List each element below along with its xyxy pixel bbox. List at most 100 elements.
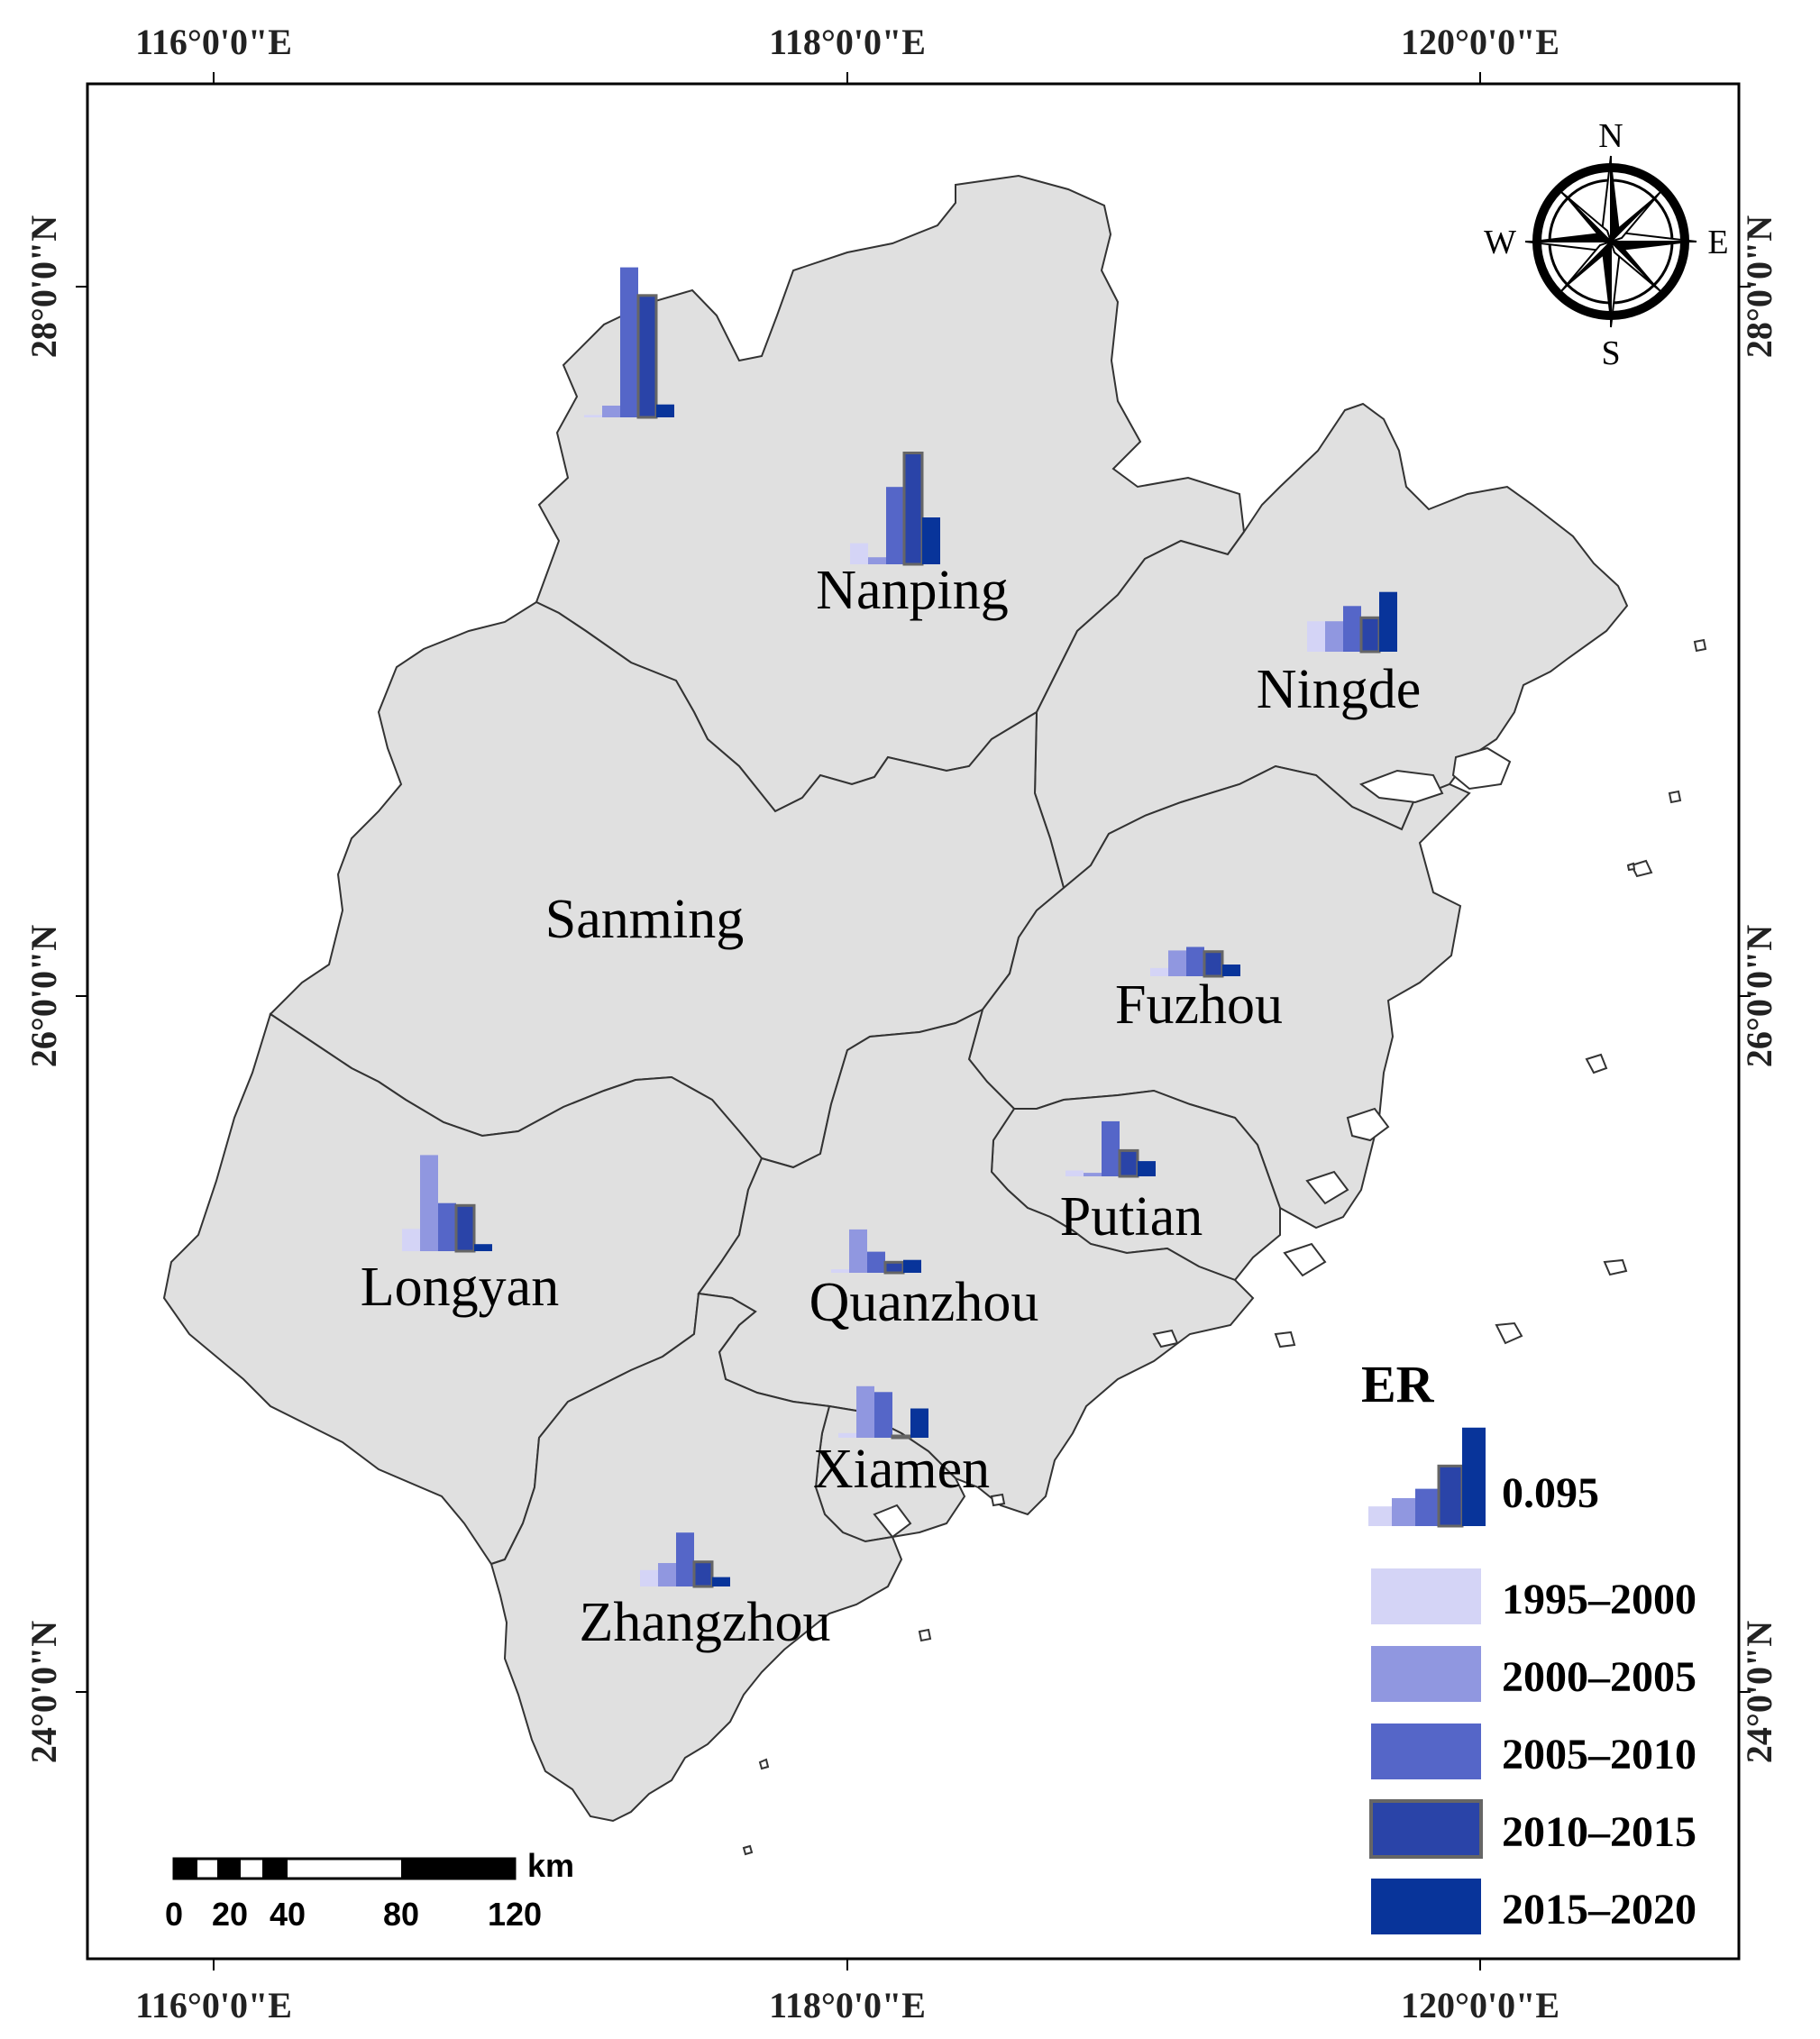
bar-fuzhou-3 — [1186, 946, 1204, 976]
bar-xiamen-1 — [838, 1432, 856, 1438]
bar-group-fuzhou — [1150, 946, 1240, 978]
city-label-zhangzhou: Zhangzhou — [580, 1592, 831, 1653]
legend-swatch-2 — [1371, 1646, 1481, 1702]
legend-ref-bar-4 — [1437, 1464, 1464, 1528]
legend-ref-bar-2 — [1392, 1497, 1415, 1526]
bar-ningde-1 — [1307, 621, 1325, 652]
left-lat-label-28: 28°0'0"N — [23, 215, 64, 358]
legend-swatch-5 — [1371, 1879, 1481, 1934]
legend-swatch-4 — [1369, 1799, 1483, 1859]
right-lat-label-24: 24°0'0"N — [1739, 1621, 1779, 1763]
city-label-fuzhou: Fuzhou — [1115, 974, 1283, 1036]
legend-period-4: 2010–2015 — [1502, 1808, 1697, 1856]
bar-ningde-4 — [1359, 616, 1381, 654]
compass-w: W — [1484, 224, 1516, 261]
bar-nanping-5 — [922, 517, 940, 564]
bar-fuzhou-5 — [1222, 965, 1240, 976]
bar-zhangzhou-1 — [640, 1569, 658, 1586]
top-lon-label-116: 116°0'0"E — [135, 22, 292, 62]
bar-sanming-5 — [656, 404, 674, 417]
legend-ref-bar-3 — [1415, 1488, 1439, 1526]
city-label-longyan: Longyan — [361, 1257, 559, 1318]
top-lon-label-120: 120°0'0"E — [1401, 22, 1559, 62]
bar-xiamen-2 — [856, 1385, 874, 1438]
bar-longyan-4 — [454, 1203, 476, 1253]
bottom-lon-label-116: 116°0'0"E — [135, 1985, 292, 2025]
bar-xiamen-4 — [891, 1434, 912, 1440]
legend-period-1: 1995–2000 — [1502, 1576, 1697, 1623]
bar-zhangzhou-5 — [712, 1577, 730, 1586]
bar-quanzhou-3 — [867, 1251, 885, 1273]
legend-ref-bar-1 — [1368, 1506, 1392, 1526]
compass-star — [1524, 155, 1697, 328]
scale-tick-20: 20 — [212, 1896, 248, 1933]
bar-zhangzhou-4 — [692, 1560, 714, 1588]
legend-swatches — [1369, 1568, 1483, 1934]
city-label-nanping: Nanping — [816, 560, 1009, 621]
bar-xiamen-5 — [910, 1408, 928, 1438]
legend-ref-bar-5 — [1462, 1427, 1486, 1526]
bar-zhangzhou-3 — [676, 1532, 694, 1586]
bar-nanping-2 — [868, 557, 886, 564]
bar-longyan-1 — [402, 1229, 420, 1251]
bar-sanming-2 — [602, 406, 620, 417]
bar-sanming-4 — [636, 294, 658, 419]
city-label-xiamen: Xiamen — [813, 1439, 990, 1500]
bar-putian-3 — [1102, 1120, 1120, 1176]
graticule-ticks — [76, 72, 1751, 1970]
bar-putian-1 — [1065, 1170, 1084, 1176]
legend-swatch-3 — [1371, 1724, 1481, 1779]
bar-group-nanping — [850, 452, 940, 566]
legend-period-5: 2015–2020 — [1502, 1886, 1697, 1934]
bar-quanzhou-2 — [849, 1229, 867, 1273]
region-zhangzhou — [489, 1292, 903, 1823]
compass-rose: N S E W — [1484, 117, 1729, 372]
bar-group-sanming — [584, 267, 674, 419]
legend-reference-value: 0.095 — [1502, 1469, 1599, 1517]
bar-ningde-5 — [1379, 591, 1397, 652]
bar-group-zhangzhou — [640, 1532, 730, 1588]
scale-bar: km 0 20 40 80 120 — [165, 1847, 574, 1933]
right-lat-label-28: 28°0'0"N — [1739, 215, 1779, 358]
city-label-quanzhou: Quanzhou — [809, 1272, 1039, 1333]
bar-longyan-3 — [438, 1202, 456, 1251]
scale-tick-0: 0 — [165, 1896, 183, 1933]
scale-unit: km — [527, 1847, 574, 1884]
bottom-lon-label-118: 118°0'0"E — [769, 1985, 926, 2025]
bar-nanping-4 — [902, 452, 924, 566]
bar-fuzhou-2 — [1168, 950, 1186, 976]
bar-ningde-2 — [1325, 621, 1343, 652]
city-label-sanming: Sanming — [545, 889, 744, 950]
left-lat-label-24: 24°0'0"N — [23, 1621, 64, 1763]
city-label-ningde: Ningde — [1257, 659, 1422, 720]
legend: ER 0.095 1995–2000 2000–2005 2005–2010 2… — [1361, 1355, 1697, 1934]
bar-quanzhou-1 — [831, 1269, 849, 1273]
legend-swatch-1 — [1371, 1568, 1481, 1624]
scale-tick-120: 120 — [488, 1896, 542, 1933]
bar-fuzhou-1 — [1150, 967, 1168, 976]
bar-group-putian — [1065, 1120, 1156, 1178]
bar-nanping-3 — [886, 487, 904, 564]
compass-s: S — [1601, 334, 1620, 372]
bar-group-xiamen — [838, 1385, 928, 1440]
er-bar-charts — [402, 267, 1397, 1588]
bar-xiamen-3 — [874, 1392, 892, 1438]
bar-nanping-1 — [850, 543, 868, 564]
bar-fuzhou-4 — [1203, 950, 1224, 978]
bar-sanming-1 — [584, 415, 602, 417]
coastal-islands — [742, 638, 1707, 1856]
bar-group-ningde — [1307, 591, 1397, 654]
top-lon-label-118: 118°0'0"E — [769, 22, 926, 62]
bar-group-longyan — [402, 1155, 492, 1253]
legend-title: ER — [1361, 1355, 1435, 1413]
compass-n: N — [1598, 117, 1623, 155]
legend-period-3: 2005–2010 — [1502, 1731, 1697, 1778]
bar-longyan-2 — [420, 1155, 438, 1251]
compass-e: E — [1707, 224, 1728, 261]
bar-group-quanzhou — [831, 1229, 921, 1275]
bar-zhangzhou-2 — [658, 1563, 676, 1586]
legend-period-2: 2000–2005 — [1502, 1653, 1697, 1701]
left-lat-label-26: 26°0'0"N — [23, 925, 64, 1067]
bar-longyan-5 — [474, 1244, 492, 1251]
